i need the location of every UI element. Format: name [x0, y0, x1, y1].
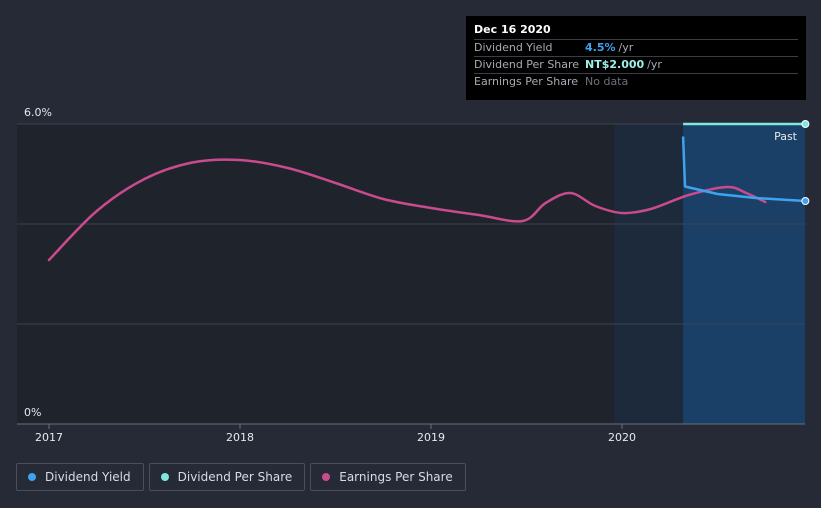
dividend-yield-area	[683, 124, 805, 424]
x-tick-label: 2020	[608, 431, 636, 444]
tooltip-date: Dec 16 2020	[474, 23, 551, 36]
x-tick-label: 2019	[417, 431, 445, 444]
dividend-per-share-end-marker	[801, 120, 810, 128]
dividend-per-share-dot-icon	[160, 473, 169, 481]
legend-label: Dividend Per Share	[177, 470, 293, 484]
tooltip-value: No data	[585, 75, 629, 88]
x-tick-label: 2017	[35, 431, 63, 444]
tooltip-label: Earnings Per Share	[474, 75, 579, 88]
gridlines	[17, 123, 805, 325]
y-tick-label: 6.0%	[24, 106, 52, 119]
legend: Dividend Yield Dividend Per Share Earnin…	[16, 463, 466, 491]
tooltip-row-earnings-per-share: Earnings Per Share No data	[474, 73, 798, 90]
past-label: Past	[774, 130, 798, 143]
x-axis-labels: 2017 2018 2019 2020	[35, 424, 636, 444]
tooltip-unit: /yr	[647, 58, 662, 71]
tooltip-value: NT$2.000	[585, 58, 645, 71]
legend-item-dividend-per-share[interactable]: Dividend Per Share	[148, 463, 306, 491]
dividend-yield-line	[681, 136, 806, 203]
tooltip-label: Dividend Per Share	[474, 58, 580, 71]
y-tick-label: 0%	[24, 406, 41, 419]
tooltip-row-dividend-yield: Dividend Yield 4.5% /yr	[474, 39, 798, 56]
series-layer	[47, 120, 810, 262]
y-axis-labels: 6.0% 0%	[24, 106, 52, 419]
x-tick-label: 2018	[226, 431, 254, 444]
legend-label: Dividend Yield	[45, 470, 131, 484]
earnings-per-share-dot-icon	[322, 473, 331, 481]
dividend-yield-dot-icon	[28, 473, 36, 481]
tooltip-panel: Dec 16 2020 Dividend Yield 4.5% /yr Divi…	[466, 16, 806, 100]
tooltip-label: Dividend Yield	[474, 41, 553, 54]
legend-item-dividend-yield[interactable]: Dividend Yield	[16, 463, 144, 491]
dividend-yield-end-marker	[801, 197, 810, 205]
tooltip-row-dividend-per-share: Dividend Per Share NT$2.000 /yr	[474, 56, 798, 73]
legend-label: Earnings Per Share	[339, 470, 453, 484]
tooltip-unit: /yr	[618, 41, 634, 54]
earnings-per-share-line	[47, 158, 767, 262]
legend-item-earnings-per-share[interactable]: Earnings Per Share	[310, 463, 466, 491]
tooltip-value: 4.5%	[585, 41, 616, 54]
